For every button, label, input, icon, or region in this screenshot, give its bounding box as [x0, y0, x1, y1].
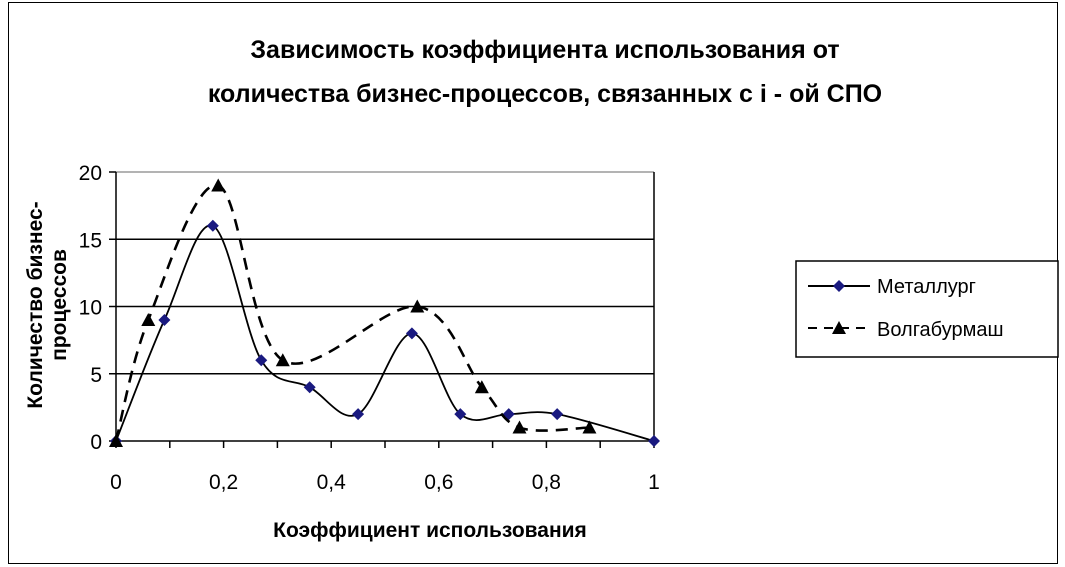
- chart-title-line-2: количества бизнес-процессов, связанных с…: [208, 80, 882, 108]
- series-layer: [109, 178, 660, 447]
- data-point-series-0-6: [405, 327, 418, 340]
- x-tick-label: 0,4: [317, 471, 347, 494]
- y-tick-label: 15: [79, 229, 102, 252]
- tick-labels: 0 5 10 15 20 0 0,2 0,4 0,6 0,8 1: [79, 162, 660, 494]
- y-axis-label: Количество бизнес- процессов: [24, 201, 71, 408]
- legend-marker-volgaburmash: [832, 321, 846, 334]
- data-point-series-1-6: [512, 420, 527, 434]
- chart-title-line-1: Зависимость коэффициента использования о…: [250, 36, 839, 64]
- legend-item-volgaburmash: Волгабурмаш: [808, 319, 1004, 341]
- data-point-series-1-2: [211, 178, 226, 192]
- legend-item-metallurg: Металлург: [808, 276, 976, 298]
- x-axis-label: Коэффициент использования: [273, 519, 587, 542]
- chart-title: Зависимость коэффициента использования о…: [208, 36, 882, 108]
- series-line-1: [114, 184, 590, 442]
- data-point-series-0-7: [454, 408, 467, 421]
- x-tick-label: 0,8: [532, 471, 561, 494]
- legend: Металлург Волгабурмаш: [795, 260, 1059, 358]
- grid-lines: [116, 171, 654, 375]
- data-point-series-0-3: [255, 354, 268, 367]
- y-tick-label: 10: [79, 297, 102, 320]
- y-tick-label: 5: [90, 364, 102, 387]
- y-axis-label-line-1: Количество бизнес-: [24, 201, 47, 408]
- data-point-series-1-1: [141, 312, 156, 326]
- data-point-series-1-4: [410, 299, 425, 313]
- data-point-series-1-5: [474, 380, 489, 394]
- legend-label-metallurg: Металлург: [877, 276, 976, 298]
- data-point-series-0-2: [206, 219, 219, 232]
- data-point-series-0-5: [352, 408, 365, 421]
- y-tick-label: 20: [79, 162, 102, 185]
- x-tick-label: 0,2: [209, 471, 238, 494]
- data-point-series-0-9: [551, 408, 564, 421]
- x-tick-label: 0,6: [424, 471, 453, 494]
- x-tick-label: 1: [648, 471, 660, 494]
- legend-label-volgaburmash: Волгабурмаш: [877, 319, 1004, 341]
- series-line-0: [115, 224, 655, 442]
- data-point-series-1-3: [275, 353, 290, 367]
- data-point-series-1-7: [582, 420, 597, 434]
- x-tick-label: 0: [110, 471, 122, 494]
- data-point-series-0-10: [648, 435, 660, 447]
- y-tick-label: 0: [90, 431, 102, 454]
- y-axis-label-line-2: процессов: [48, 249, 71, 361]
- data-point-series-1-0: [109, 434, 123, 447]
- data-point-series-0-4: [303, 381, 316, 394]
- data-point-series-0-1: [158, 313, 171, 326]
- legend-box: [795, 260, 1059, 358]
- legend-marker-metallurg: [833, 280, 845, 292]
